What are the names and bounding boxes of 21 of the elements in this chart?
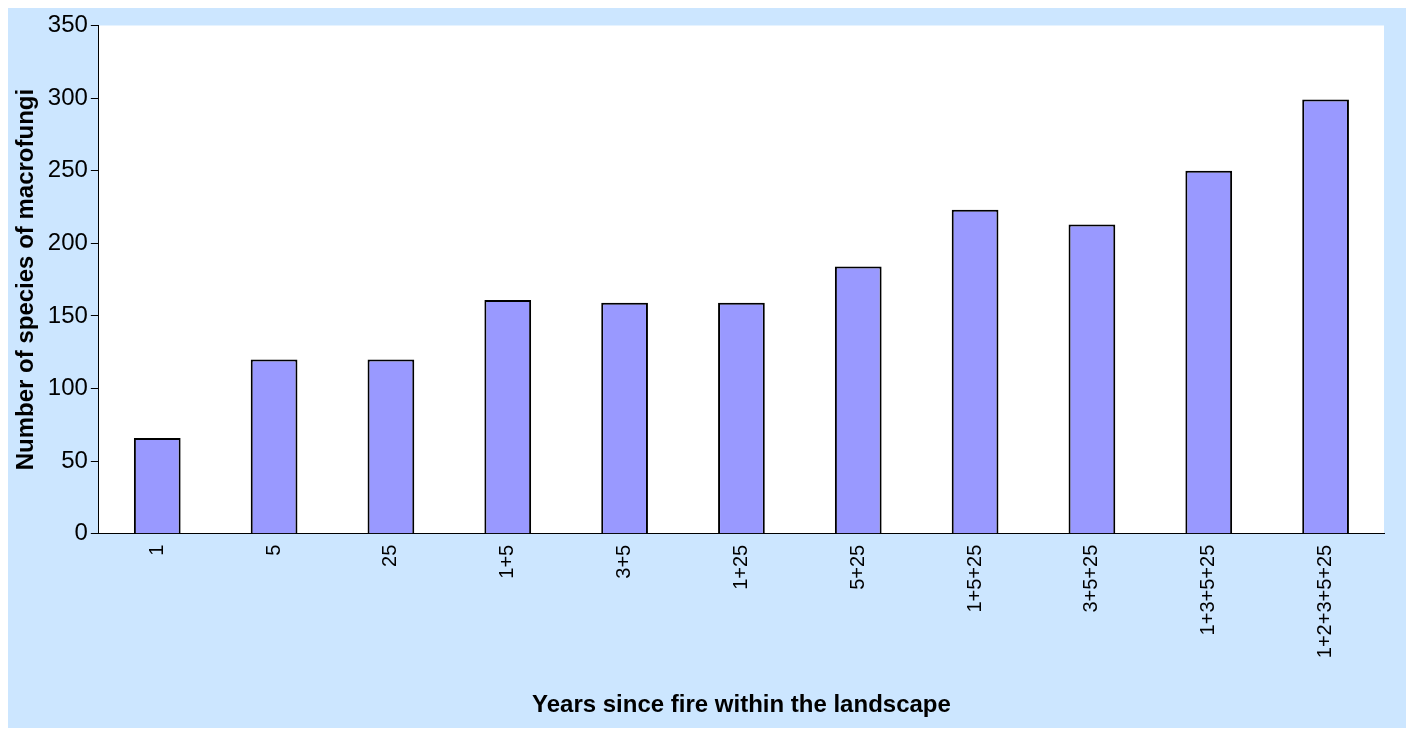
x-tick-label: 5 [261, 544, 284, 556]
x-tick-label: 3+5 [612, 544, 635, 579]
x-tick-label: 1+2+3+5+25 [1313, 544, 1336, 659]
x-tick-label: 5+25 [845, 544, 868, 590]
x-tick-label: 25 [378, 544, 401, 567]
y-tick-label: 150 [47, 300, 88, 328]
x-tick-label: 3+5+25 [1079, 544, 1102, 613]
x-tick-label: 1+5 [495, 544, 518, 579]
y-axis-title: Number of species of macrofungi [11, 88, 39, 471]
x-tick-label: 1 [144, 544, 167, 556]
x-tick-label: 1+25 [728, 544, 751, 590]
y-tick-label: 350 [47, 10, 88, 38]
y-tick-label: 200 [47, 227, 88, 255]
y-tick-label: 0 [74, 518, 88, 546]
y-tick-label: 100 [47, 373, 88, 401]
y-tick-label: 250 [47, 155, 88, 183]
x-tick-label: 1+5+25 [962, 544, 985, 613]
y-tick-label: 300 [47, 82, 88, 110]
y-tick-label: 50 [61, 445, 88, 473]
x-axis-title: Years since fire within the landscape [532, 690, 951, 718]
x-tick-label: 1+3+5+25 [1196, 544, 1219, 636]
